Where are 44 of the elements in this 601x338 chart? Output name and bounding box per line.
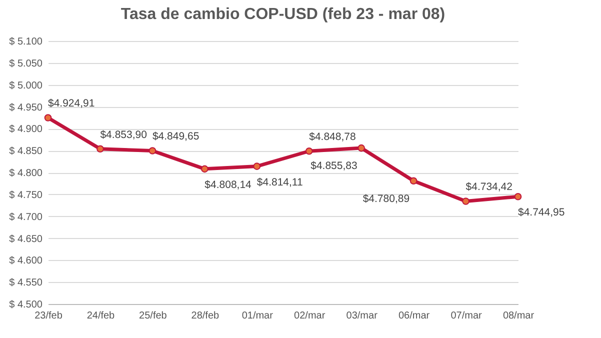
x-tick-label: 07/mar	[450, 310, 483, 322]
chart-title: Tasa de cambio COP-USD (feb 23 - mar 08)	[120, 6, 446, 23]
y-tick-label: $ 4.500	[9, 300, 43, 310]
y-tick-label: $ 4.800	[9, 168, 43, 179]
point	[462, 198, 470, 205]
x-tick-label: 06/mar	[398, 310, 430, 322]
y-tick-label: $ 4.650	[9, 234, 43, 245]
x-tick-label: 01/mar	[242, 310, 274, 322]
x-tick-label: 03/mar	[346, 310, 378, 322]
data-label: $4.855,83	[310, 160, 358, 172]
point	[44, 114, 52, 122]
data-label: $4.808,14	[204, 178, 252, 191]
y-tick-label: $ 5.050	[9, 58, 43, 70]
y-tick-label: $ 4.600	[9, 256, 43, 267]
y-tick-label: $ 4.700	[9, 212, 43, 223]
x-tick-label: 23/feb	[34, 310, 63, 322]
y-tick-label: $ 4.550	[9, 278, 43, 289]
y-tick-label: $ 4.750	[9, 190, 43, 201]
point	[201, 165, 208, 173]
y-tick-label: $ 4.850	[9, 146, 43, 158]
point	[253, 162, 261, 170]
point	[96, 145, 104, 153]
x-tick-label: 28/feb	[191, 310, 220, 322]
data-label: $4.849,65	[152, 130, 200, 143]
point	[410, 177, 418, 185]
data-label: $4.734,42	[466, 181, 513, 194]
point	[148, 147, 156, 154]
y-tick-label: $ 5.100	[9, 36, 43, 48]
data-label: $4.814,11	[256, 176, 303, 188]
x-tick-label: 02/mar	[294, 310, 326, 322]
data-label: $4.744,95	[518, 206, 565, 219]
x-tick-label: 08/mar	[502, 310, 535, 322]
point	[358, 144, 365, 152]
point	[514, 192, 522, 200]
y-tick-label: $ 4.950	[9, 102, 43, 114]
point	[305, 147, 313, 155]
x-tick-label: 25/feb	[139, 310, 168, 322]
data-label: $4.780,89	[362, 192, 410, 205]
data-label: $4.848,78	[309, 131, 356, 144]
data-label: $4.924,91	[48, 98, 95, 110]
y-tick-label: $ 5.000	[9, 80, 43, 92]
y-tick-label: $ 4.900	[9, 124, 43, 136]
x-tick-label: 24/feb	[86, 310, 116, 322]
data-label: $4.853,90	[100, 128, 148, 141]
